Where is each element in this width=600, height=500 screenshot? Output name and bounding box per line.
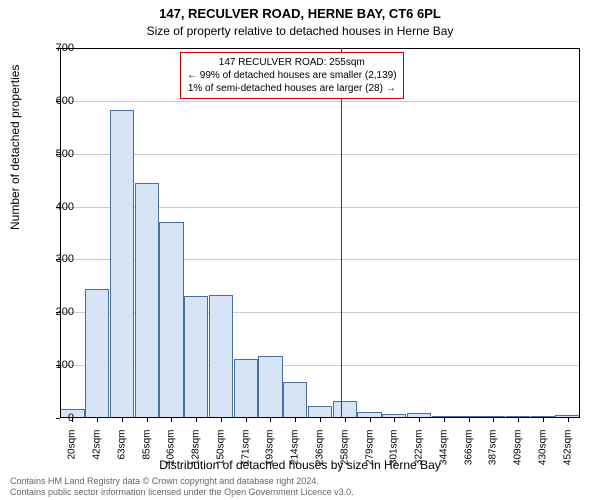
histogram-bar	[209, 295, 233, 418]
histogram-bar	[258, 356, 282, 418]
y-tick-label: 600	[44, 95, 74, 107]
x-tick-mark	[568, 418, 569, 422]
x-tick-mark	[543, 418, 544, 422]
x-tick-mark	[147, 418, 148, 422]
y-tick-label: 400	[44, 201, 74, 213]
chart-title-sub: Size of property relative to detached ho…	[0, 24, 600, 38]
footer-line-1: Contains HM Land Registry data © Crown c…	[10, 476, 354, 487]
x-tick-mark	[444, 418, 445, 422]
histogram-bar	[184, 296, 208, 418]
x-tick-mark	[469, 418, 470, 422]
x-axis-label: Distribution of detached houses by size …	[0, 458, 600, 472]
x-tick-mark	[122, 418, 123, 422]
x-tick-mark	[493, 418, 494, 422]
histogram-bar	[110, 110, 134, 418]
chart-footer: Contains HM Land Registry data © Crown c…	[10, 476, 354, 498]
x-tick-mark	[246, 418, 247, 422]
x-tick-mark	[171, 418, 172, 422]
annotation-box: 147 RECULVER ROAD: 255sqm← 99% of detach…	[180, 52, 404, 99]
x-tick-mark	[295, 418, 296, 422]
histogram-bar	[85, 289, 109, 419]
histogram-bar	[283, 382, 307, 418]
x-tick-mark	[419, 418, 420, 422]
x-tick-mark	[518, 418, 519, 422]
x-tick-mark	[394, 418, 395, 422]
x-tick-mark	[97, 418, 98, 422]
y-tick-label: 200	[44, 306, 74, 318]
axis-line	[60, 48, 580, 49]
y-tick-label: 0	[44, 412, 74, 424]
x-tick-mark	[370, 418, 371, 422]
annotation-line3: 1% of semi-detached houses are larger (2…	[187, 82, 397, 95]
x-tick-mark	[221, 418, 222, 422]
y-axis-label: Number of detached properties	[8, 65, 22, 230]
histogram-bar	[159, 222, 183, 418]
plot-area: 147 RECULVER ROAD: 255sqm← 99% of detach…	[60, 48, 580, 418]
chart-container: 147, RECULVER ROAD, HERNE BAY, CT6 6PL S…	[0, 0, 600, 500]
y-tick-label: 500	[44, 148, 74, 160]
x-tick-mark	[196, 418, 197, 422]
x-tick-mark	[345, 418, 346, 422]
y-tick-label: 700	[44, 42, 74, 54]
histogram-bar	[234, 359, 258, 418]
axis-line	[579, 48, 580, 418]
histogram-bar	[135, 183, 159, 418]
gridline	[60, 101, 580, 102]
footer-line-2: Contains public sector information licen…	[10, 487, 354, 498]
marker-line	[341, 48, 342, 418]
annotation-line1: 147 RECULVER ROAD: 255sqm	[187, 56, 397, 69]
y-tick-label: 300	[44, 253, 74, 265]
y-tick-label: 100	[44, 359, 74, 371]
x-tick-mark	[270, 418, 271, 422]
x-tick-mark	[320, 418, 321, 422]
chart-title-main: 147, RECULVER ROAD, HERNE BAY, CT6 6PL	[0, 6, 600, 21]
histogram-bar	[333, 401, 357, 418]
annotation-line2: ← 99% of detached houses are smaller (2,…	[187, 69, 397, 82]
gridline	[60, 154, 580, 155]
